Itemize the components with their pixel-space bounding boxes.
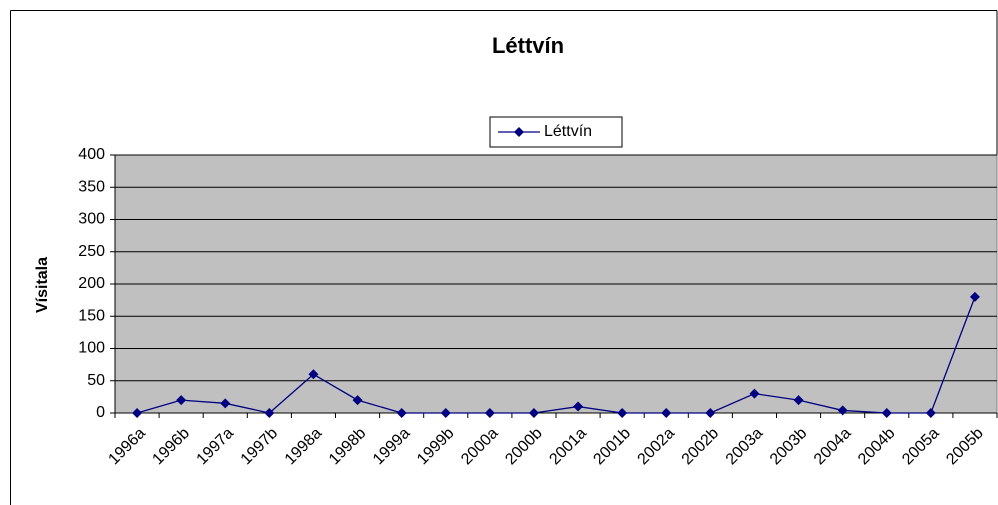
marker [528,408,539,418]
y-axis-label: Vísitala [34,257,51,313]
chart-title: Léttvín [492,33,564,58]
x-tick-label: 1999b [414,425,458,469]
x-tick-label: 1996a [105,425,149,469]
x-tick-label: 2000a [458,425,502,469]
marker [396,408,407,418]
marker [308,369,319,380]
x-tick-label: 1997a [194,425,238,469]
x-tick-label: 2003a [723,425,767,469]
marker [440,408,451,418]
x-tick-label: 2001a [546,425,590,469]
x-tick-label: 2002b [679,425,723,469]
marker [661,408,672,418]
marker [881,408,892,418]
x-tick-label: 2003b [767,425,811,469]
y-tick-label: 200 [78,275,105,292]
x-tick-label: 1996b [149,425,193,469]
marker [749,388,760,399]
y-tick-label: 0 [96,404,105,421]
x-tick-label: 2002a [635,425,679,469]
x-tick-label: 2005a [899,425,943,469]
y-tick-label: 100 [78,340,105,357]
marker [925,408,936,418]
y-tick-label: 400 [78,146,105,163]
x-tick-label: 1998b [326,425,370,469]
y-tick-label: 50 [87,372,105,389]
y-tick-label: 300 [78,211,105,228]
marker [617,408,628,418]
marker [969,291,980,302]
y-tick-label: 150 [78,307,105,324]
x-tick-label: 1998a [282,425,326,469]
marker [132,408,143,418]
marker [793,395,804,406]
marker [176,395,187,406]
y-tick-label: 350 [78,178,105,195]
x-tick-label: 2000b [502,425,546,469]
marker [484,408,495,418]
marker [352,395,363,406]
series-line [136,296,976,414]
marker [573,401,584,412]
marker [837,405,848,416]
marker [220,398,231,409]
x-tick-label: 2005b [943,425,987,469]
x-tick-label: 2001b [590,425,634,469]
legend-marker [514,127,524,137]
x-tick-label: 2004b [855,425,899,469]
y-tick-label: 250 [78,243,105,260]
x-tick-label: 1997b [238,425,282,469]
marker [264,408,275,418]
x-tick-label: 2004a [811,425,855,469]
marker [705,408,716,418]
legend-label: Léttvín [544,123,592,140]
x-tick-label: 1999a [370,425,414,469]
